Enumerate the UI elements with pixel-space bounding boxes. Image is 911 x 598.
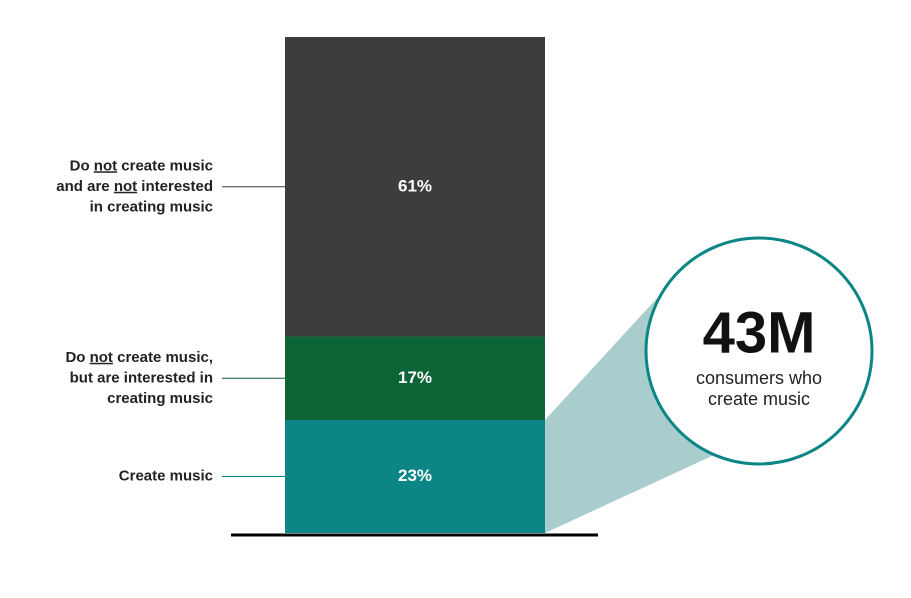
callout-text: consumers who [696,368,822,388]
category-label: Create music [119,467,213,484]
label-part: Do [70,157,94,174]
label-part: not [90,349,113,366]
bar-segment [285,336,545,421]
label-part: and are [56,178,114,195]
value-label: 17% [398,368,432,387]
category-label: Do not create music [70,157,213,174]
label-part: not [114,178,137,195]
label-part: in creating music [90,198,213,215]
callout-circle [644,236,874,466]
bar-segment [285,420,545,533]
label-part: creating music [107,390,213,407]
category-label: but are interested in [70,369,213,386]
callout-text: create music [708,389,810,409]
label-part: Do [65,349,89,366]
label-part: but are interested in [70,369,213,386]
label-part: create music, [113,349,213,366]
value-label: 61% [398,176,432,195]
label-part: Create music [119,467,213,484]
label-part: create music [117,157,213,174]
label-part: not [94,157,117,174]
category-label: creating music [107,390,213,407]
category-label: in creating music [90,198,213,215]
label-part: interested [137,178,213,195]
bar-segment [285,37,545,337]
category-label: and are not interested [56,178,213,195]
callout-value: 43M [703,300,816,365]
category-label: Do not create music, [65,349,213,366]
value-label: 23% [398,466,432,485]
